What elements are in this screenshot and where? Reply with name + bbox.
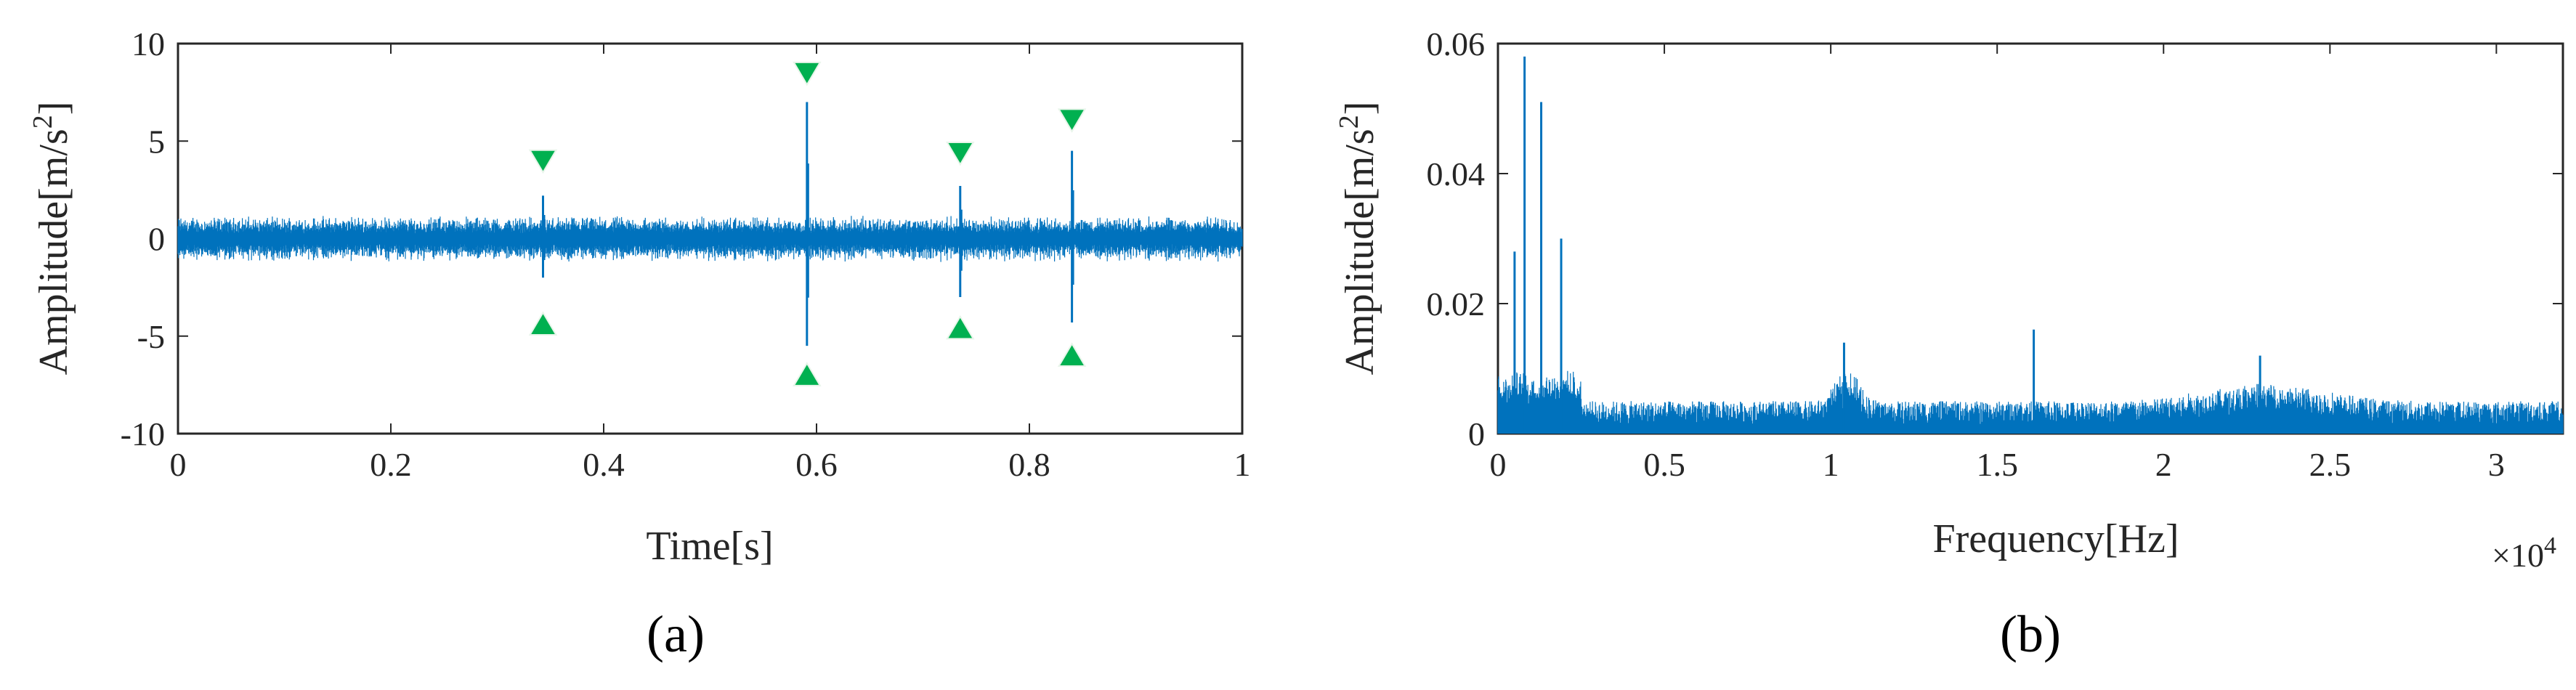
b-xtick-label: 3 [2488, 446, 2505, 483]
a-ytick-label: -5 [137, 318, 165, 355]
a-marker-up [946, 314, 975, 340]
b-xtick-label: 0 [1490, 446, 1507, 483]
panel-a-signal [177, 102, 1243, 346]
a-xtick-label: 0.8 [1008, 446, 1050, 483]
panel-b-ylabel: Amplitude[m/s2] [1334, 102, 1382, 376]
a-marker-down [1057, 108, 1087, 133]
panel-a-xlabel: Time[s] [646, 524, 773, 569]
b-ytick-label: 0 [1468, 415, 1485, 452]
a-xtick-label: 1 [1234, 446, 1251, 483]
panel-a-ylabel: Amplitude[m/s2] [28, 102, 76, 376]
panel-a-caption: (a) [647, 605, 705, 663]
panel-b-xlabel: Frequency[Hz] [1933, 516, 2179, 561]
b-xtick-label: 0.5 [1643, 446, 1685, 483]
panel-a-markers [528, 61, 1087, 386]
b-xtick-label: 2.5 [2309, 446, 2352, 483]
a-ytick-label: 0 [148, 221, 165, 258]
a-marker-up [1057, 342, 1087, 367]
a-xtick-label: 0.2 [370, 446, 412, 483]
a-marker-up [528, 311, 558, 336]
panel-b-ticks: 0 0.5 1 1.5 2 2.5 3 0.06 0.04 0.02 0 [1427, 25, 2563, 483]
b-ytick-label: 0.02 [1427, 285, 1486, 322]
panel-a-ticks: 0 0.2 0.4 0.6 0.8 1 10 5 0 -5 -10 [121, 25, 1251, 483]
panel-b-signal [1497, 56, 2564, 434]
panel-b: 0 0.5 1 1.5 2 2.5 3 0.06 0.04 0.02 0 Frequency[Hz]… [1334, 25, 2564, 663]
b-spectrum-trace [1497, 370, 2564, 434]
b-xtick-label: 1 [1823, 446, 1839, 483]
a-xtick-label: 0.6 [795, 446, 838, 483]
panel-a: 0 0.2 0.4 0.6 0.8 1 10 5 0 -5 -10 Time[s] Amplitud… [28, 25, 1251, 663]
a-ytick-label: 10 [131, 25, 165, 62]
a-marker-down [528, 149, 558, 174]
b-ytick-label: 0.06 [1427, 25, 1486, 62]
a-marker-down [793, 61, 822, 86]
panel-b-plot-area [1496, 42, 2564, 435]
b-xtick-label: 1.5 [1976, 446, 2018, 483]
a-xtick-label: 0 [170, 446, 187, 483]
a-marker-down [946, 141, 975, 166]
panel-b-caption: (b) [2000, 605, 2061, 663]
a-noise-trace [177, 216, 1243, 262]
b-ytick-label: 0.04 [1427, 155, 1486, 192]
b-xtick-label: 2 [2155, 446, 2172, 483]
a-ytick-label: 5 [148, 123, 165, 160]
a-xtick-label: 0.4 [583, 446, 625, 483]
panel-b-x-multiplier: ×104 [2492, 532, 2556, 575]
a-ytick-label: -10 [121, 415, 165, 452]
a-marker-up [793, 362, 822, 386]
